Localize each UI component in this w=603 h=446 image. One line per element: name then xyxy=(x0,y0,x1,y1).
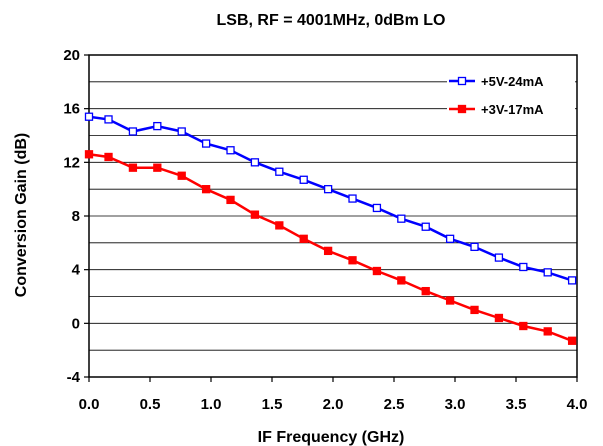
legend-label: +3V-17mA xyxy=(481,102,544,117)
y-tick-label: 20 xyxy=(63,47,80,64)
data-point xyxy=(372,266,382,276)
chart-title: LSB, RF = 4001MHz, 0dBm LO xyxy=(217,12,446,29)
data-point xyxy=(84,112,94,121)
legend-marker xyxy=(457,104,467,114)
series-layer xyxy=(84,112,577,345)
x-tick-label: 2.5 xyxy=(384,396,405,413)
x-axis-ticks: 0.0 0.5 1.0 1.5 2.0 2.5 3.0 3.5 4.0 xyxy=(79,377,588,413)
y-tick-label: 4 xyxy=(72,262,81,279)
data-point xyxy=(543,327,552,336)
x-tick-label: 0.0 xyxy=(79,396,100,413)
data-point xyxy=(421,286,430,296)
data-point xyxy=(519,262,528,272)
data-point xyxy=(275,221,284,230)
series-1 xyxy=(84,112,577,285)
legend-entry: +5V-24mA xyxy=(447,73,575,89)
data-point xyxy=(397,276,406,285)
data-point xyxy=(323,185,333,194)
data-point xyxy=(470,305,479,315)
legend-bg xyxy=(447,73,575,89)
x-tick-label: 3.0 xyxy=(445,396,466,413)
data-point xyxy=(421,222,430,231)
data-point xyxy=(348,194,357,203)
data-point xyxy=(470,242,479,252)
data-point xyxy=(445,296,455,305)
data-point xyxy=(494,313,504,323)
data-point xyxy=(299,175,308,184)
legend-entry: +3V-17mA xyxy=(447,101,575,117)
x-tick-label: 1.0 xyxy=(201,396,222,413)
x-axis-label: IF Frequency (GHz) xyxy=(258,429,405,446)
legend-marker xyxy=(457,76,467,86)
data-point xyxy=(567,276,577,285)
data-point xyxy=(177,127,186,136)
data-point xyxy=(445,234,455,243)
data-point xyxy=(372,203,382,213)
y-axis-ticks: -4 0 4 8 12 16 20 xyxy=(63,47,89,386)
data-point xyxy=(567,336,577,345)
data-point xyxy=(104,152,113,162)
data-point xyxy=(323,246,333,256)
legend-bg xyxy=(447,101,575,117)
y-axis-label: Conversion Gain (dB) xyxy=(13,133,30,297)
data-point xyxy=(397,214,406,223)
data-point xyxy=(128,163,138,172)
data-point xyxy=(275,167,284,176)
data-point xyxy=(250,158,260,167)
y-tick-label: 8 xyxy=(72,208,80,225)
legend: +5V-24mA +3V-17mA xyxy=(447,73,575,117)
data-point xyxy=(177,171,186,180)
data-point xyxy=(201,185,211,194)
series-2 xyxy=(84,150,577,345)
data-point xyxy=(104,115,113,124)
data-point xyxy=(153,121,162,131)
grid-lines xyxy=(89,81,577,351)
y-tick-label: -4 xyxy=(67,369,81,386)
data-point xyxy=(84,150,94,159)
data-point xyxy=(494,253,504,262)
x-tick-label: 4.0 xyxy=(567,396,588,413)
data-point xyxy=(250,210,260,219)
data-point xyxy=(201,139,211,148)
data-point xyxy=(348,256,357,265)
x-tick-label: 3.5 xyxy=(506,396,527,413)
data-point xyxy=(153,163,162,172)
data-point xyxy=(226,146,235,155)
x-tick-label: 1.5 xyxy=(262,396,283,413)
data-point xyxy=(519,321,528,331)
y-tick-label: 16 xyxy=(63,101,80,118)
data-point xyxy=(543,268,552,277)
x-tick-label: 2.0 xyxy=(323,396,344,413)
y-tick-label: 12 xyxy=(63,154,80,171)
data-point xyxy=(299,234,308,243)
data-point xyxy=(128,127,138,136)
data-point xyxy=(226,195,235,205)
legend-label: +5V-24mA xyxy=(481,74,544,89)
y-tick-label: 0 xyxy=(72,315,80,332)
x-tick-label: 0.5 xyxy=(140,396,161,413)
